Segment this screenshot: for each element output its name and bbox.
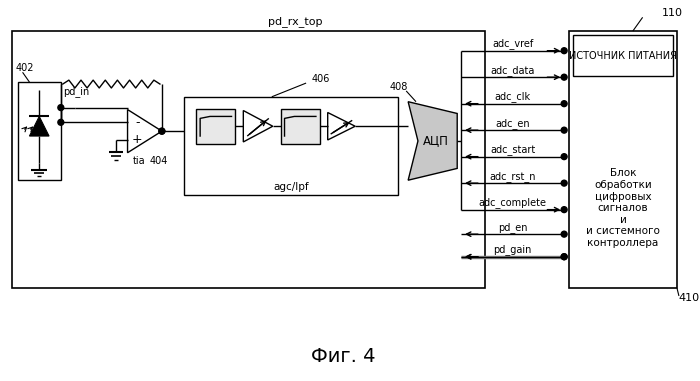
Circle shape — [561, 48, 567, 54]
Text: pd_en: pd_en — [498, 222, 527, 233]
Text: tia: tia — [133, 155, 146, 166]
Bar — [18, 82, 61, 180]
Text: 110: 110 — [662, 8, 682, 18]
Circle shape — [561, 254, 567, 260]
Text: 404: 404 — [149, 155, 167, 166]
Text: agc/lpf: agc/lpf — [274, 182, 309, 192]
Text: pd_gain: pd_gain — [494, 244, 532, 255]
Text: adc_clk: adc_clk — [495, 91, 531, 102]
Text: adc_en: adc_en — [496, 118, 530, 129]
Text: 402: 402 — [15, 63, 34, 74]
Circle shape — [159, 128, 164, 134]
Circle shape — [561, 154, 567, 160]
Text: Блок
обработки
цифровых
сигналов
и
и системного
контроллера: Блок обработки цифровых сигналов и и сис… — [586, 168, 660, 248]
Bar — [196, 109, 235, 144]
Circle shape — [58, 119, 64, 125]
Text: -: - — [135, 116, 139, 129]
Text: 406: 406 — [312, 74, 330, 84]
Text: adc_vref: adc_vref — [492, 38, 533, 49]
Text: ИСТОЧНИК ПИТАНИЯ: ИСТОЧНИК ПИТАНИЯ — [569, 51, 677, 61]
Circle shape — [561, 74, 567, 80]
Circle shape — [561, 127, 567, 133]
Text: adc_rst_n: adc_rst_n — [489, 171, 536, 182]
Bar — [12, 31, 484, 288]
Polygon shape — [408, 102, 457, 180]
Bar — [281, 109, 320, 144]
Text: pd_in: pd_in — [63, 86, 89, 98]
Circle shape — [58, 105, 64, 110]
Bar — [185, 97, 398, 195]
Circle shape — [561, 180, 567, 186]
Text: +: + — [132, 133, 143, 146]
Circle shape — [561, 254, 567, 260]
Circle shape — [159, 128, 164, 134]
Text: АЦП: АЦП — [423, 134, 449, 147]
Text: Фиг. 4: Фиг. 4 — [311, 347, 376, 366]
Circle shape — [561, 231, 567, 237]
Bar — [573, 35, 673, 76]
Circle shape — [561, 101, 567, 107]
Text: adc_start: adc_start — [490, 144, 536, 155]
Bar — [569, 31, 677, 288]
Text: 410: 410 — [679, 293, 700, 303]
Text: adc_complete: adc_complete — [479, 197, 547, 208]
Polygon shape — [29, 117, 49, 136]
Text: 408: 408 — [389, 82, 407, 92]
Text: pd_rx_top: pd_rx_top — [268, 16, 323, 27]
Circle shape — [561, 207, 567, 213]
Text: adc_data: adc_data — [491, 65, 535, 76]
